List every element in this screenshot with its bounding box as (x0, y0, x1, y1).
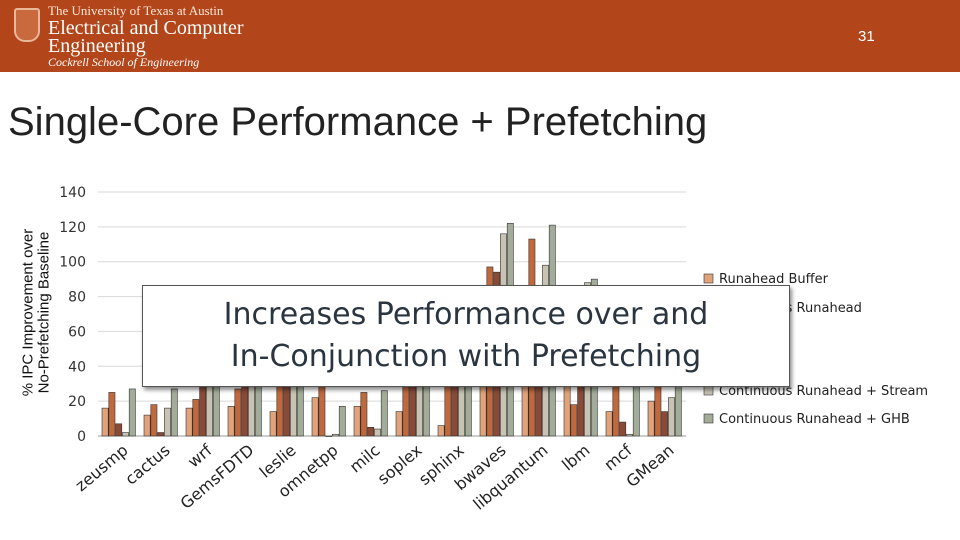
bar (311, 397, 319, 437)
bar (115, 423, 123, 437)
bar (164, 407, 171, 437)
bar (128, 388, 136, 437)
page-number: 31 (858, 28, 875, 45)
y-tick-label: 0 (77, 429, 86, 445)
legend-swatch (703, 385, 714, 396)
y-tick-label: 60 (68, 324, 86, 340)
legend-label: Continuous Runahead + GHB (719, 412, 910, 427)
bar (192, 399, 200, 437)
bar (199, 383, 207, 437)
bar (661, 411, 669, 437)
bar (374, 428, 381, 437)
bar (170, 388, 178, 437)
legend-label: Runahead Buffer (719, 272, 829, 287)
bar (101, 407, 109, 437)
legend-swatch (703, 413, 714, 424)
x-tick-label: cactus (121, 441, 173, 489)
bar (122, 432, 129, 437)
bar (108, 392, 116, 437)
y-tick-label: 20 (68, 394, 86, 410)
bar (647, 400, 655, 437)
y-tick-label: 100 (59, 255, 86, 271)
bar (157, 432, 165, 437)
y-tick-label: 40 (68, 359, 86, 375)
department-line-1: Electrical and Computer (48, 17, 244, 39)
university-name: The University of Texas at Austin (48, 3, 224, 18)
bar (668, 397, 675, 437)
x-tick-label: soplex (374, 441, 426, 489)
y-tick-label: 120 (59, 220, 86, 236)
bar (234, 388, 242, 437)
bar (227, 406, 235, 437)
x-tick-label: lbm (558, 441, 593, 475)
slide-title: Single-Core Performance + Prefetching (8, 100, 708, 144)
callout-line-1: Increases Performance over and (223, 297, 709, 332)
x-tick-label: GMean (622, 441, 677, 492)
bar (380, 390, 388, 437)
bar (353, 406, 361, 437)
bar (325, 435, 333, 437)
bar (269, 411, 277, 437)
legend-label: Continuous Runahead + Stream (719, 384, 928, 399)
university-seal-icon (14, 8, 40, 42)
x-tick-label: zeusmp (72, 441, 132, 496)
school-name: Cockrell School of Engineering (48, 55, 200, 69)
callout-box: Increases Performance over and In-Conjun… (142, 285, 790, 387)
legend-swatch (703, 273, 714, 284)
bar (632, 381, 640, 437)
bar (332, 433, 339, 437)
x-tick-label: GemsFDTD (177, 441, 258, 513)
bar (360, 392, 368, 437)
y-tick-label: 80 (68, 290, 86, 306)
bar (605, 411, 613, 437)
bar (150, 404, 158, 437)
bar (619, 421, 627, 437)
callout-line-2: In-Conjunction with Prefetching (230, 339, 702, 374)
bar (395, 411, 403, 437)
bar (674, 383, 682, 437)
y-tick-label: 140 (59, 185, 86, 201)
x-tick-label: wrf (184, 440, 216, 471)
bar (185, 407, 193, 437)
department-line-2: Engineering (48, 35, 146, 57)
bar (570, 404, 578, 437)
header-bar: The University of Texas at Austin Electr… (0, 0, 960, 72)
bar (367, 426, 375, 437)
bar (143, 414, 151, 437)
bar (577, 383, 585, 437)
bar (437, 425, 445, 437)
bar (444, 379, 452, 437)
bar (338, 406, 346, 437)
bar (626, 433, 633, 437)
